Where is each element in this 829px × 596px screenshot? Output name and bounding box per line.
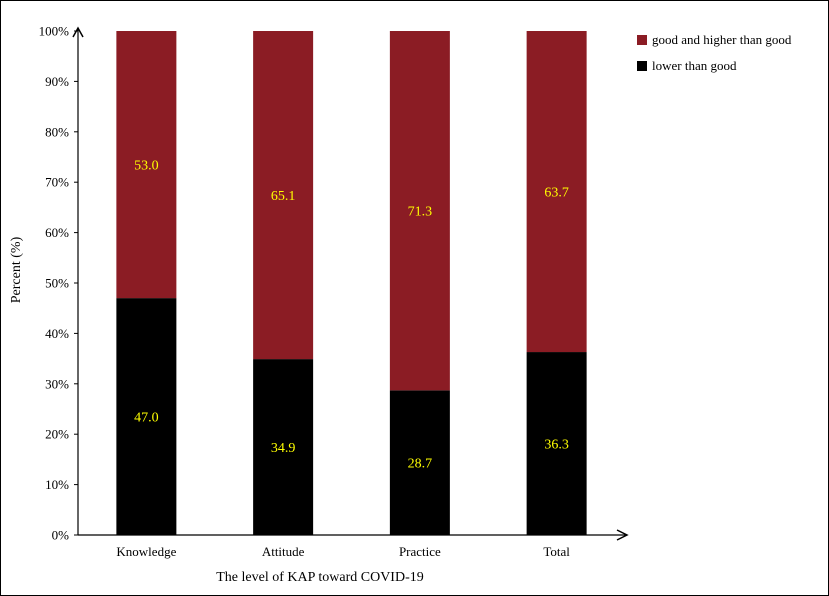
legend-swatch [637,35,647,45]
x-tick-label: Knowledge [116,544,176,559]
legend: good and higher than good lower than good [637,32,792,73]
x-tick-label: Attitude [262,544,305,559]
y-tick-label: 70% [45,175,69,190]
y-tick-label: 100% [39,24,70,39]
x-tick-labels: Knowledge Attitude Practice Total [116,544,570,559]
y-tick-label: 20% [45,427,69,442]
data-label: 34.9 [271,441,296,456]
y-axis-title: Percent (%) [9,236,24,303]
plot-area: 47.0 53.0 34.9 65.1 28.7 71.3 36.3 63.7 [116,31,587,535]
bar-segment [116,298,177,535]
bar-segment [116,31,177,299]
data-label: 71.3 [408,205,433,220]
bar-segment [253,359,314,535]
data-label: 65.1 [271,189,296,204]
bar-segment [389,31,450,391]
x-axis-title: The level of KAP toward COVID-19 [216,570,424,585]
data-label: 28.7 [408,457,433,472]
axes [72,26,629,541]
x-tick-label: Total [543,544,570,559]
bar-segment [389,390,450,535]
legend-label: good and higher than good [652,32,792,47]
x-axis-arrow [616,529,629,541]
legend-label: lower than good [652,58,737,73]
bar-segment [526,31,587,353]
y-tick-label: 40% [45,326,69,341]
data-label: 47.0 [134,411,159,426]
data-label: 36.3 [544,438,569,453]
x-tick-label: Practice [399,544,441,559]
data-label: 63.7 [544,186,569,201]
y-tick-label: 90% [45,74,69,89]
bar-segment [526,352,587,535]
y-axis-arrow [72,26,84,38]
legend-swatch [637,61,647,71]
y-tick-labels: 0% 10% 20% 30% 40% 50% 60% 70% 80% 90% 100% [39,24,70,543]
y-tick-label: 80% [45,124,69,139]
y-tick-label: 10% [45,477,69,492]
y-tick-label: 60% [45,225,69,240]
data-label: 53.0 [134,159,159,174]
y-tick-label: 50% [45,276,69,291]
bar-segment [253,31,314,360]
y-tick-label: 0% [52,528,70,543]
y-tick-label: 30% [45,376,69,391]
